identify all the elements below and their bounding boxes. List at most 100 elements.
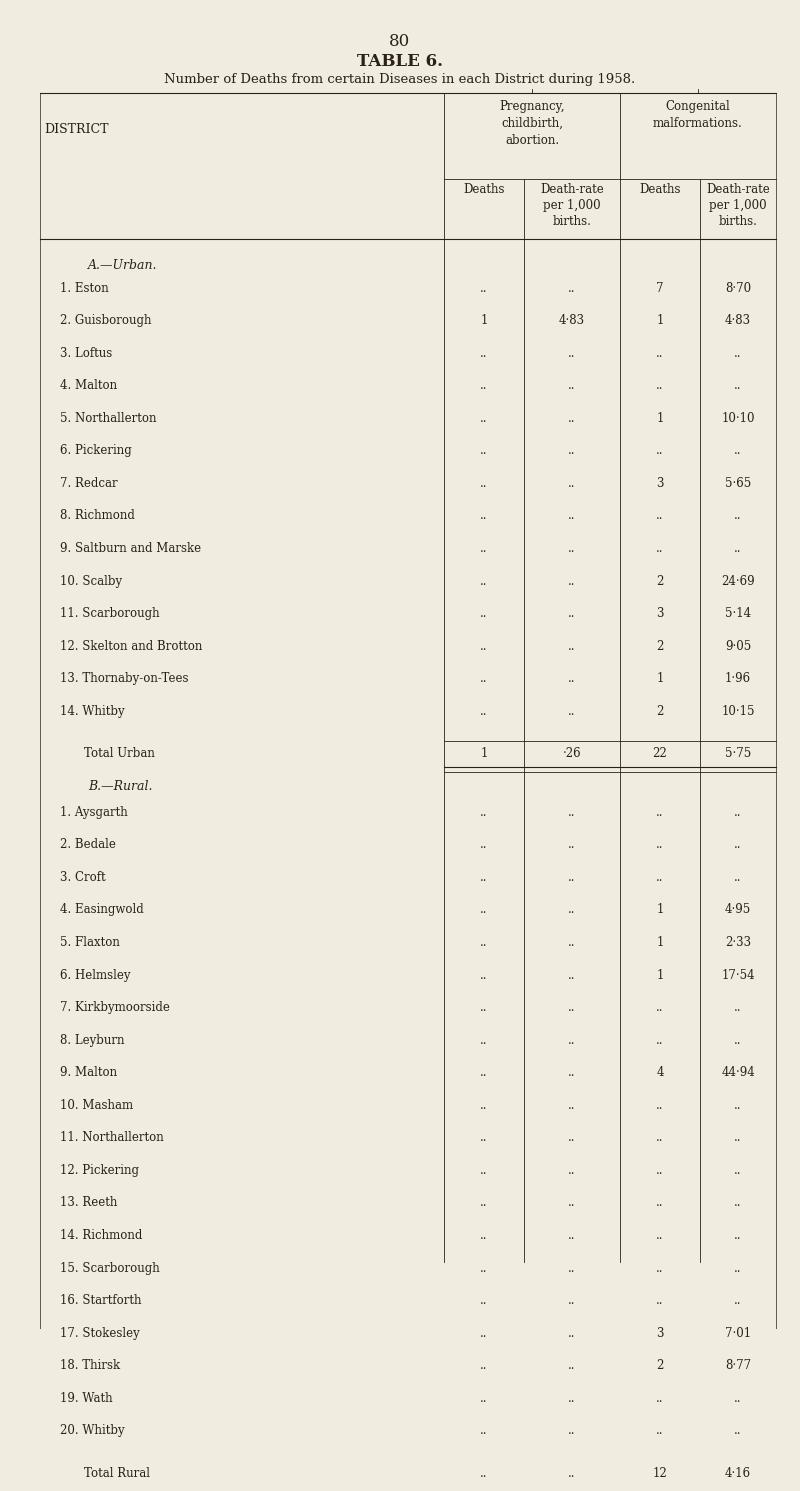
- Text: ..: ..: [480, 543, 488, 555]
- Text: ..: ..: [656, 347, 664, 359]
- Text: ..: ..: [568, 1000, 576, 1014]
- Text: ..: ..: [568, 1229, 576, 1242]
- Text: 10·15: 10·15: [722, 705, 754, 717]
- Text: ..: ..: [568, 412, 576, 425]
- Text: 14. Whitby: 14. Whitby: [60, 705, 125, 717]
- Text: ·26: ·26: [562, 747, 582, 760]
- Text: ..: ..: [480, 1066, 488, 1079]
- Text: 4·83: 4·83: [725, 315, 751, 327]
- Text: 1·96: 1·96: [725, 672, 751, 686]
- Text: ..: ..: [656, 444, 664, 458]
- Text: 4. Malton: 4. Malton: [60, 379, 117, 392]
- Text: ..: ..: [480, 1467, 488, 1479]
- Text: ..: ..: [656, 1261, 664, 1275]
- Text: ..: ..: [656, 543, 664, 555]
- Text: 44·94: 44·94: [721, 1066, 755, 1079]
- Text: ..: ..: [480, 1033, 488, 1047]
- Text: ..: ..: [656, 1391, 664, 1405]
- Text: ..: ..: [480, 412, 488, 425]
- Text: ..: ..: [568, 1164, 576, 1176]
- Text: 4·95: 4·95: [725, 904, 751, 917]
- Text: 2: 2: [656, 640, 664, 653]
- Text: 6. Helmsley: 6. Helmsley: [60, 969, 130, 981]
- Text: 2: 2: [656, 574, 664, 587]
- Text: ..: ..: [568, 904, 576, 917]
- Text: ..: ..: [568, 347, 576, 359]
- Text: 3: 3: [656, 607, 664, 620]
- Text: 8·77: 8·77: [725, 1360, 751, 1372]
- Text: 8. Leyburn: 8. Leyburn: [60, 1033, 125, 1047]
- Text: 3: 3: [656, 1327, 664, 1340]
- Text: 17. Stokesley: 17. Stokesley: [60, 1327, 140, 1340]
- Text: Number of Deaths from certain Diseases in each District during 1958.: Number of Deaths from certain Diseases i…: [164, 73, 636, 86]
- Text: Death-rate
per 1,000
births.: Death-rate per 1,000 births.: [706, 183, 770, 228]
- Text: ..: ..: [480, 640, 488, 653]
- Text: ..: ..: [656, 838, 664, 851]
- Text: ..: ..: [568, 477, 576, 491]
- Text: ..: ..: [568, 969, 576, 981]
- Text: Deaths: Deaths: [639, 183, 681, 197]
- Text: ..: ..: [656, 871, 664, 884]
- Text: ..: ..: [568, 1132, 576, 1144]
- Text: TABLE 6.: TABLE 6.: [357, 54, 443, 70]
- Text: 2: 2: [656, 1360, 664, 1372]
- Text: ..: ..: [568, 1467, 576, 1479]
- Text: 24·69: 24·69: [721, 574, 755, 587]
- Text: ..: ..: [480, 1360, 488, 1372]
- Text: ..: ..: [480, 969, 488, 981]
- Text: Total Urban: Total Urban: [84, 747, 155, 760]
- Text: ..: ..: [656, 1000, 664, 1014]
- Text: ..: ..: [656, 1033, 664, 1047]
- Text: ..: ..: [656, 1196, 664, 1209]
- Text: ..: ..: [734, 1229, 742, 1242]
- Text: ..: ..: [734, 1164, 742, 1176]
- Text: 10·10: 10·10: [722, 412, 754, 425]
- Text: ..: ..: [568, 1424, 576, 1437]
- Text: ..: ..: [656, 1424, 664, 1437]
- Text: ..: ..: [480, 1164, 488, 1176]
- Text: ..: ..: [734, 347, 742, 359]
- Text: 4·16: 4·16: [725, 1467, 751, 1479]
- Text: 10. Scalby: 10. Scalby: [60, 574, 122, 587]
- Text: 9·05: 9·05: [725, 640, 751, 653]
- Text: ..: ..: [734, 871, 742, 884]
- Text: 4. Easingwold: 4. Easingwold: [60, 904, 144, 917]
- Text: ..: ..: [480, 1229, 488, 1242]
- Text: ..: ..: [480, 574, 488, 587]
- Text: ..: ..: [480, 936, 488, 948]
- Text: 19. Wath: 19. Wath: [60, 1391, 113, 1405]
- Text: ..: ..: [656, 1164, 664, 1176]
- Text: ..: ..: [480, 904, 488, 917]
- Text: ..: ..: [568, 1327, 576, 1340]
- Text: ..: ..: [656, 1132, 664, 1144]
- Text: ..: ..: [656, 1294, 664, 1308]
- Text: ..: ..: [734, 444, 742, 458]
- Text: ..: ..: [734, 1391, 742, 1405]
- Text: ..: ..: [656, 805, 664, 819]
- Text: ..: ..: [568, 1261, 576, 1275]
- Text: ..: ..: [480, 1294, 488, 1308]
- Text: ..: ..: [480, 282, 488, 295]
- Text: 5·75: 5·75: [725, 747, 751, 760]
- Text: 12. Skelton and Brotton: 12. Skelton and Brotton: [60, 640, 202, 653]
- Text: ..: ..: [568, 805, 576, 819]
- Text: 7·01: 7·01: [725, 1327, 751, 1340]
- Text: ..: ..: [568, 510, 576, 522]
- Text: 3. Croft: 3. Croft: [60, 871, 106, 884]
- Text: ..: ..: [480, 805, 488, 819]
- Text: ..: ..: [734, 1033, 742, 1047]
- Text: 5·14: 5·14: [725, 607, 751, 620]
- Text: DISTRICT: DISTRICT: [44, 124, 109, 136]
- Text: 12. Pickering: 12. Pickering: [60, 1164, 139, 1176]
- Text: ..: ..: [480, 1196, 488, 1209]
- Text: 18. Thirsk: 18. Thirsk: [60, 1360, 120, 1372]
- Text: A.—Urban.: A.—Urban.: [88, 259, 158, 271]
- Text: ..: ..: [568, 705, 576, 717]
- Text: ..: ..: [480, 444, 488, 458]
- Text: ..: ..: [568, 1196, 576, 1209]
- Text: 1: 1: [480, 315, 488, 327]
- Text: Congenital
malformations.: Congenital malformations.: [653, 100, 743, 130]
- Text: 10. Masham: 10. Masham: [60, 1099, 133, 1112]
- Text: 2. Bedale: 2. Bedale: [60, 838, 116, 851]
- Text: ..: ..: [568, 1033, 576, 1047]
